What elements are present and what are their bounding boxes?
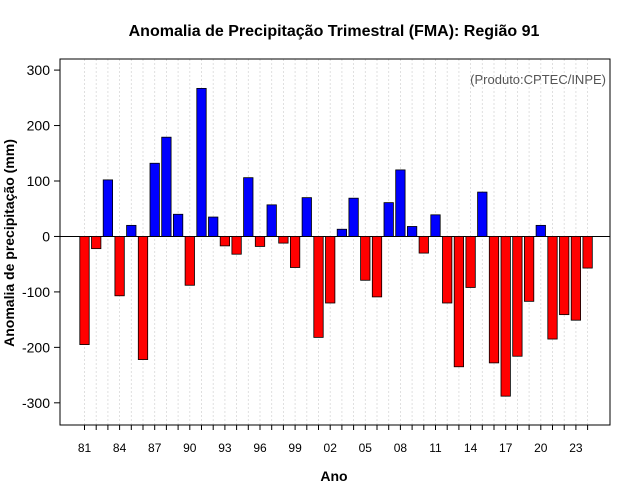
bar-1999 (289, 236, 301, 268)
x-tick-label: 84 (113, 441, 127, 455)
x-tick-label: 93 (218, 441, 232, 455)
x-tick-label: 02 (324, 441, 338, 455)
bar-2020 (535, 224, 546, 237)
bar-2021 (547, 236, 558, 340)
bar-1993 (219, 236, 230, 247)
bar-2005 (360, 236, 371, 281)
bar-2006 (371, 236, 383, 298)
bar-2007 (383, 202, 394, 237)
x-tick-label: 17 (499, 441, 513, 455)
bar-1992 (208, 216, 219, 237)
bar-1997 (266, 204, 277, 237)
bar-1984 (114, 236, 125, 297)
bar-2017 (500, 236, 511, 397)
x-tick-label: 20 (534, 441, 548, 455)
x-tick-label: 90 (183, 441, 197, 455)
bar-2000 (301, 197, 312, 237)
bar-1982 (91, 236, 102, 250)
x-tick-label: 96 (253, 441, 267, 455)
bar-2016 (488, 236, 500, 364)
bar-2015 (477, 191, 488, 237)
bar-1988 (161, 136, 172, 237)
bar-2013 (453, 236, 465, 368)
grid (84, 59, 588, 425)
bar-2018 (512, 236, 523, 357)
bar-2008 (395, 169, 406, 237)
bar-1983 (102, 179, 113, 237)
y-axis-title: Anomalia de precipitação (mm) (1, 139, 17, 347)
credit-label: (Produto:CPTEC/INPE) (470, 72, 606, 87)
bar-2004 (348, 197, 359, 237)
bar-1998 (278, 236, 289, 244)
chart-title: Anomalia de Precipitação Trimestral (FMA… (129, 23, 540, 40)
y-tick-label: 100 (27, 173, 51, 189)
y-tick-label: 200 (27, 118, 51, 134)
bar-2014 (465, 236, 476, 288)
x-tick-label: 99 (288, 441, 302, 455)
bar-1994 (231, 236, 242, 255)
bar-1981 (79, 236, 90, 345)
bar-2011 (430, 214, 441, 237)
x-tick-label: 11 (429, 441, 442, 455)
bar-1996 (254, 236, 266, 247)
bar-1995 (243, 177, 254, 237)
x-tick-label: 81 (78, 441, 92, 455)
y-tick-label: -300 (22, 395, 50, 411)
y-tick-label: 0 (42, 228, 50, 244)
x-tick-label: 87 (148, 441, 162, 455)
x-tick-label: 14 (464, 441, 478, 455)
plot-frame (59, 58, 611, 426)
bar-2002 (325, 236, 336, 304)
bar-1990 (184, 236, 195, 286)
x-axis: 81 84 87 90 93 96 99 02 05 08 11 14 17 20 23 (78, 425, 589, 455)
x-tick-label: 05 (359, 441, 373, 455)
bar-2001 (313, 236, 324, 338)
bar-2023 (570, 236, 582, 321)
bar-2003 (336, 228, 348, 237)
y-tick-label: -200 (22, 339, 50, 355)
bars (79, 87, 593, 397)
bar-2022 (559, 236, 570, 316)
bar-2019 (524, 236, 535, 302)
x-axis-title: Ano (320, 468, 347, 484)
bar-2012 (442, 236, 453, 304)
x-tick-label: 08 (394, 441, 408, 455)
y-tick-label: -100 (22, 284, 50, 300)
bar-1987 (149, 162, 160, 237)
bar-2010 (418, 236, 429, 254)
y-axis: -300 -200 -100 0 100 200 300 (22, 62, 60, 411)
bar-1989 (172, 213, 184, 237)
bar-1986 (137, 236, 149, 360)
bar-1991 (196, 87, 207, 237)
x-tick-label: 23 (569, 441, 583, 455)
bar-1985 (126, 224, 137, 237)
y-tick-label: 300 (27, 62, 51, 78)
bar-2009 (406, 226, 418, 237)
bar-2024 (582, 236, 593, 269)
